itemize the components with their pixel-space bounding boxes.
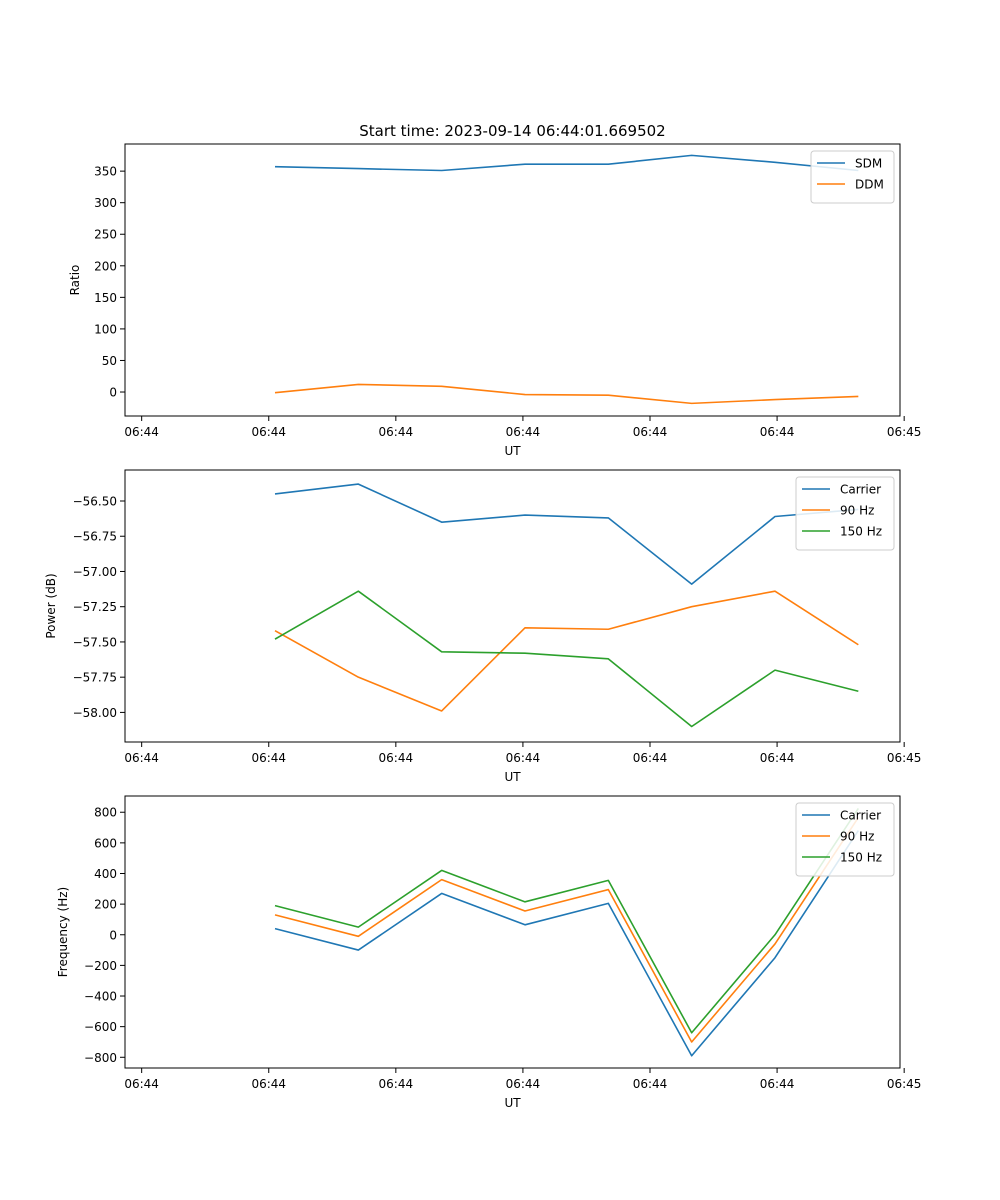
x-axis-label: UT: [504, 444, 521, 458]
y-tick-label: 200: [94, 898, 117, 912]
x-tick-label: 06:44: [379, 751, 414, 765]
series-line-1: [274, 830, 859, 1057]
x-tick-label: 06:44: [633, 425, 668, 439]
y-tick-label: 200: [94, 259, 117, 273]
y-axis-label: Ratio: [68, 265, 82, 296]
x-axis-label: UT: [504, 1096, 521, 1110]
axes-frame: [124, 795, 901, 1069]
x-tick-label: 06:44: [251, 751, 286, 765]
legend-label: 150 Hz: [840, 851, 882, 865]
series-line-2: [274, 817, 859, 1043]
legend-label: Carrier: [840, 483, 881, 497]
x-tick-label: 06:44: [379, 425, 414, 439]
series-line-3: [274, 807, 859, 1034]
legend-label: 90 Hz: [840, 504, 874, 518]
x-tick-label: 06:44: [506, 751, 541, 765]
series-line-2: [274, 383, 859, 405]
y-tick-label: 150: [94, 291, 117, 305]
x-tick-label: 06:44: [506, 425, 541, 439]
x-tick-label: 06:44: [124, 751, 159, 765]
x-tick-label: 06:44: [124, 1077, 159, 1091]
legend-label: Carrier: [840, 809, 881, 823]
x-tick-label: 06:44: [251, 1077, 286, 1091]
x-tick-label: 06:44: [506, 1077, 541, 1091]
legend: Carrier 90 Hz 150 Hz: [795, 802, 895, 877]
legend-label: DDM: [855, 178, 884, 192]
legend-box: [810, 150, 895, 204]
y-tick-label: −57.75: [73, 671, 117, 685]
chart-panel-1: 06:44 06:44 06:44 06:44 06:44 06:44 06:45 UT 0 50…: [68, 143, 922, 458]
x-axis-label: UT: [504, 770, 521, 784]
chart-panel-2: 06:44 06:44 06:44 06:44 06:44 06:44 06:45 UT −58…: [44, 469, 922, 784]
y-axis-label: Frequency (Hz): [56, 887, 70, 978]
y-tick-label: 800: [94, 806, 117, 820]
y-tick-label: −57.50: [73, 635, 117, 649]
y-tick-label: 0: [109, 386, 117, 400]
x-tick-label: 06:44: [760, 425, 795, 439]
y-tick-label: −57.00: [73, 565, 117, 579]
x-tick-label: 06:44: [251, 425, 286, 439]
x-tick-label: 06:44: [124, 425, 159, 439]
y-tick-label: 100: [94, 322, 117, 336]
y-tick-label: −56.75: [73, 530, 117, 544]
y-tick-label: −56.50: [73, 495, 117, 509]
y-tick-label: −400: [84, 990, 117, 1004]
x-tick-label: 06:45: [887, 1077, 922, 1091]
y-tick-label: −57.25: [73, 600, 117, 614]
series-line-3: [274, 590, 859, 728]
y-tick-label: 300: [94, 196, 117, 210]
legend: SDM DDM: [810, 150, 895, 204]
x-tick-label: 06:44: [760, 751, 795, 765]
x-tick-label: 06:45: [887, 751, 922, 765]
series-line-1: [274, 154, 859, 172]
y-tick-label: −200: [84, 959, 117, 973]
chart-panel-3: 06:44 06:44 06:44 06:44 06:44 06:44 06:45 UT −80…: [56, 795, 922, 1110]
x-tick-label: 06:44: [760, 1077, 795, 1091]
y-tick-label: 50: [102, 354, 117, 368]
series-line-2: [274, 590, 859, 712]
series-line-1: [274, 483, 859, 585]
legend: Carrier 90 Hz 150 Hz: [795, 476, 895, 551]
axes-frame: [124, 143, 901, 417]
x-tick-label: 06:45: [887, 425, 922, 439]
x-tick-label: 06:44: [379, 1077, 414, 1091]
y-tick-label: −800: [84, 1051, 117, 1065]
y-tick-label: 350: [94, 165, 117, 179]
y-tick-label: 0: [109, 928, 117, 942]
x-tick-label: 06:44: [633, 1077, 668, 1091]
x-tick-label: 06:44: [633, 751, 668, 765]
y-tick-label: 250: [94, 228, 117, 242]
y-tick-label: 600: [94, 836, 117, 850]
y-tick-label: −600: [84, 1020, 117, 1034]
legend-label: SDM: [855, 157, 882, 171]
figure-title: Start time: 2023-09-14 06:44:01.669502: [359, 122, 665, 140]
axes-frame: [124, 469, 901, 743]
y-tick-label: −58.00: [73, 706, 117, 720]
legend-label: 90 Hz: [840, 830, 874, 844]
y-axis-label: Power (dB): [44, 573, 58, 638]
legend-label: 150 Hz: [840, 525, 882, 539]
y-tick-label: 400: [94, 867, 117, 881]
